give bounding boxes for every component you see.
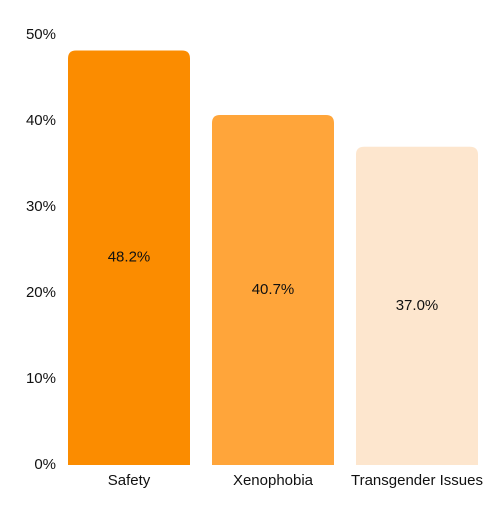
y-tick-label: 0% [34, 456, 56, 473]
bars: 48.2% 40.7% 37.0% [68, 50, 478, 466]
y-tick-label: 20% [26, 284, 56, 301]
y-tick-label: 40% [26, 112, 56, 129]
bar-data-label: 40.7% [252, 281, 295, 298]
y-axis: 0% 10% 20% 30% 40% 50% [26, 26, 56, 473]
y-tick-label: 30% [26, 198, 56, 215]
x-category-label: Transgender Issues [351, 472, 483, 489]
bar-xenophobia [212, 114, 334, 465]
x-category-label: Xenophobia [233, 472, 314, 489]
bar-data-label: 48.2% [108, 249, 151, 266]
bar-transgender-issues [356, 146, 478, 466]
y-tick-label: 50% [26, 26, 56, 43]
x-category-label: Safety [108, 472, 151, 489]
bar-data-label: 37.0% [396, 297, 439, 314]
y-tick-label: 10% [26, 370, 56, 387]
bar-safety [68, 50, 190, 465]
x-axis: Safety Xenophobia Transgender Issues [108, 472, 483, 489]
